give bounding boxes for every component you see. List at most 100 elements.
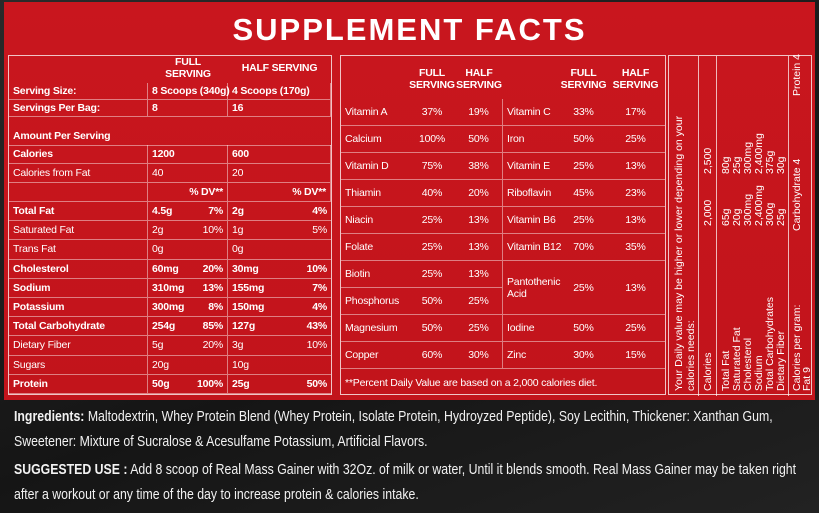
vitamin-value: 13%: [606, 153, 665, 180]
nutrient-name: Calories: [9, 145, 148, 164]
nutrient-value: 85%: [196, 317, 228, 337]
daily-value: 30g: [775, 156, 787, 174]
vitamin-value: 45%: [561, 180, 606, 207]
nutrient-value: 8 Scoops (340g): [148, 83, 230, 100]
nutrient-value: 50%: [281, 375, 331, 394]
vitamin-value: 25%: [409, 234, 455, 261]
nutrient-name: Calories from Fat: [9, 164, 148, 183]
nutrient-value: 127g: [228, 317, 281, 337]
vitamin-value: 25%: [606, 126, 665, 153]
calorie-header: Calories: [702, 352, 714, 391]
vitamin-value: 40%: [409, 180, 455, 207]
nutrient-value: 0g: [228, 240, 281, 260]
separator: [716, 56, 717, 396]
vitamin-value: 70%: [561, 234, 606, 261]
nutrient-value: 150mg: [228, 298, 281, 318]
calorie-header: 2,000: [702, 199, 714, 226]
daily-note: Your Daily value may be higher or lower …: [673, 115, 697, 391]
section-label: Amount Per Serving: [9, 127, 331, 146]
column-header: HALF SERVING: [241, 62, 318, 74]
separator: [698, 56, 699, 396]
vitamin-value: 50%: [409, 288, 455, 315]
nutrient-value: 20%: [196, 259, 228, 279]
nutrient-value: 3g: [228, 336, 281, 356]
nutrient-name: Potassium: [9, 298, 148, 318]
vitamin-name: Copper: [341, 342, 409, 369]
nutrient-value: % DV**: [228, 183, 331, 202]
nutrient-name: Sodium: [9, 278, 148, 298]
vitamin-name: Magnesium: [341, 315, 409, 342]
ingredients-text: Maltodextrin, Whey Protein Blend (Whey P…: [14, 408, 773, 450]
vitamin-name: Vitamin B6: [503, 207, 561, 234]
nutrient-value: 8: [148, 100, 228, 117]
daily-nutrient: Dietary Fiber: [775, 330, 787, 391]
nutrient-value: 50g: [148, 375, 196, 394]
nutrient-name: Trans Fat: [9, 240, 148, 260]
nutrient-value: 5g: [148, 336, 196, 356]
nutrient-value: 254g: [148, 317, 196, 337]
nutrient-value: 10%: [281, 260, 331, 279]
label-panel: [4, 2, 815, 400]
per-gram-value: Protein 4: [791, 53, 803, 96]
nutrient-value: 10%: [196, 221, 228, 241]
column-header: FULL SERVING: [560, 67, 607, 91]
vitamin-value: 25%: [561, 207, 606, 234]
vitamin-table: FULL SERVING HALF SERVING FULL SERVING HALF…: [340, 55, 666, 395]
daily-values: Your Daily value may be higher or lower …: [668, 53, 813, 396]
vitamin-value: 23%: [606, 180, 665, 207]
vitamin-value: 30%: [561, 342, 606, 369]
nutrient-value: 155mg: [228, 279, 281, 298]
vitamin-name: Iodine: [503, 315, 561, 342]
column-header: FULL SERVING: [165, 56, 211, 80]
empty-cell: [9, 183, 148, 202]
nutrient-name: Protein: [9, 374, 148, 394]
vitamin-value: 33%: [561, 99, 606, 126]
vitamin-value: 20%: [455, 180, 503, 207]
vitamin-name: Vitamin D: [341, 153, 409, 180]
nutrient-value: 100%: [196, 374, 228, 394]
vitamin-name: Phosphorus: [341, 288, 409, 315]
nutrient-name: Saturated Fat: [9, 221, 148, 241]
vitamin-name: Vitamin A: [341, 99, 409, 126]
daily-value: 25g: [775, 208, 787, 226]
nutrient-name: Serving Size:: [9, 83, 148, 100]
vitamin-value: 17%: [606, 99, 665, 126]
vitamin-name: Vitamin C: [503, 99, 561, 126]
nutrient-value: 10g: [228, 356, 281, 375]
vitamin-name: Niacin: [341, 207, 409, 234]
nutrient-value: 1200: [148, 145, 228, 164]
nutrient-value: 2g: [148, 221, 196, 241]
vitamin-value: 13%: [606, 261, 665, 315]
vitamin-value: 30%: [455, 342, 503, 369]
vitamin-name: Thiamin: [341, 180, 409, 207]
vitamin-value: 50%: [561, 315, 606, 342]
nutrient-value: 4 Scoops (170g): [228, 83, 331, 100]
nutrient-value: 20%: [196, 336, 228, 356]
vitamin-name: Riboflavin: [503, 180, 561, 207]
vitamin-value: 25%: [561, 153, 606, 180]
nutrient-value: 4%: [281, 298, 331, 318]
vitamin-value: 35%: [606, 234, 665, 261]
vitamin-value: 50%: [409, 315, 455, 342]
vitamin-value: 25%: [409, 207, 455, 234]
vitamin-value: 13%: [455, 234, 503, 261]
vitamin-name: Iron: [503, 126, 561, 153]
nutrient-value: 300mg: [148, 298, 196, 318]
bottom-text: Ingredients: Maltodextrin, Whey Protein …: [14, 404, 809, 510]
nutrient-value: 20g: [148, 356, 196, 375]
vitamin-value: 25%: [455, 288, 503, 315]
nutrient-value: 7%: [281, 279, 331, 298]
nutrient-value: 30mg: [228, 260, 281, 279]
vitamin-name: Biotin: [341, 261, 409, 288]
nutrient-value: 60mg: [148, 260, 196, 279]
column-header: HALF SERVING: [612, 67, 659, 91]
nutrient-value: 43%: [281, 317, 331, 337]
per-gram-value: Fat 9: [801, 367, 813, 391]
empty-cell: [196, 355, 228, 375]
footnote: **Percent Daily Value are based on a 2,0…: [345, 377, 598, 389]
empty-cell: [281, 240, 331, 260]
nutrient-value: 8%: [196, 298, 228, 318]
nutrient-value: 0g: [148, 240, 196, 260]
ingredients: Ingredients: Maltodextrin, Whey Protein …: [14, 404, 809, 454]
